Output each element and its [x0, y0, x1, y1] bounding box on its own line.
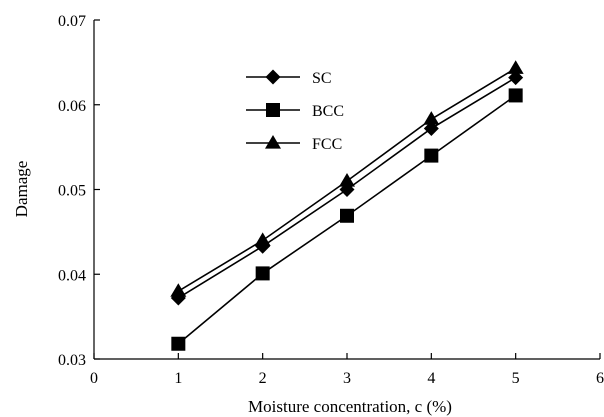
- series-sc: [170, 70, 524, 306]
- legend-marker-bcc: [266, 103, 280, 117]
- legend-label-fcc: FCC: [312, 136, 342, 153]
- data-point-bcc: [171, 336, 186, 351]
- y-axis-title: Damage: [12, 161, 31, 218]
- axes: 0 1 2 3 4 5 6 0.03 0.04 0.05 0.06 0.07: [58, 13, 604, 387]
- y-tick-label: 0.07: [58, 13, 86, 30]
- x-tick-label: 3: [343, 370, 351, 387]
- legend-label-bcc: BCC: [312, 103, 344, 120]
- x-tick-label: 4: [427, 370, 435, 387]
- data-point-bcc: [424, 148, 439, 163]
- y-tick-label: 0.04: [58, 267, 86, 284]
- series-fcc: [170, 60, 524, 297]
- data-point-fcc: [170, 283, 187, 297]
- legend-item-fcc: FCC: [246, 135, 342, 153]
- y-tick-label: 0.06: [58, 98, 86, 115]
- x-tick-label: 1: [174, 370, 182, 387]
- data-point-fcc: [254, 232, 271, 246]
- legend-marker-sc: [265, 69, 281, 85]
- y-tick-label: 0.03: [58, 352, 86, 369]
- data-point-fcc: [423, 111, 440, 125]
- data-point-bcc: [340, 208, 354, 223]
- x-tick-label: 5: [512, 370, 520, 387]
- legend-label-sc: SC: [312, 70, 332, 87]
- legend-marker-fcc: [265, 135, 281, 149]
- x-axis-title: Moisture concentration, c (%): [248, 397, 452, 416]
- series-layer: [170, 60, 524, 351]
- x-tick-label: 2: [259, 370, 267, 387]
- series-bcc: [171, 88, 523, 351]
- legend-item-bcc: BCC: [246, 103, 344, 120]
- legend: SC BCC FCC: [246, 69, 344, 153]
- legend-item-sc: SC: [246, 69, 332, 87]
- x-tick-label: 0: [90, 370, 98, 387]
- data-point-bcc: [255, 266, 270, 281]
- x-tick-label: 6: [596, 370, 604, 387]
- data-point-fcc: [339, 173, 355, 187]
- y-tick-label: 0.05: [58, 183, 86, 200]
- data-point-bcc: [508, 88, 523, 103]
- data-point-fcc: [507, 60, 524, 74]
